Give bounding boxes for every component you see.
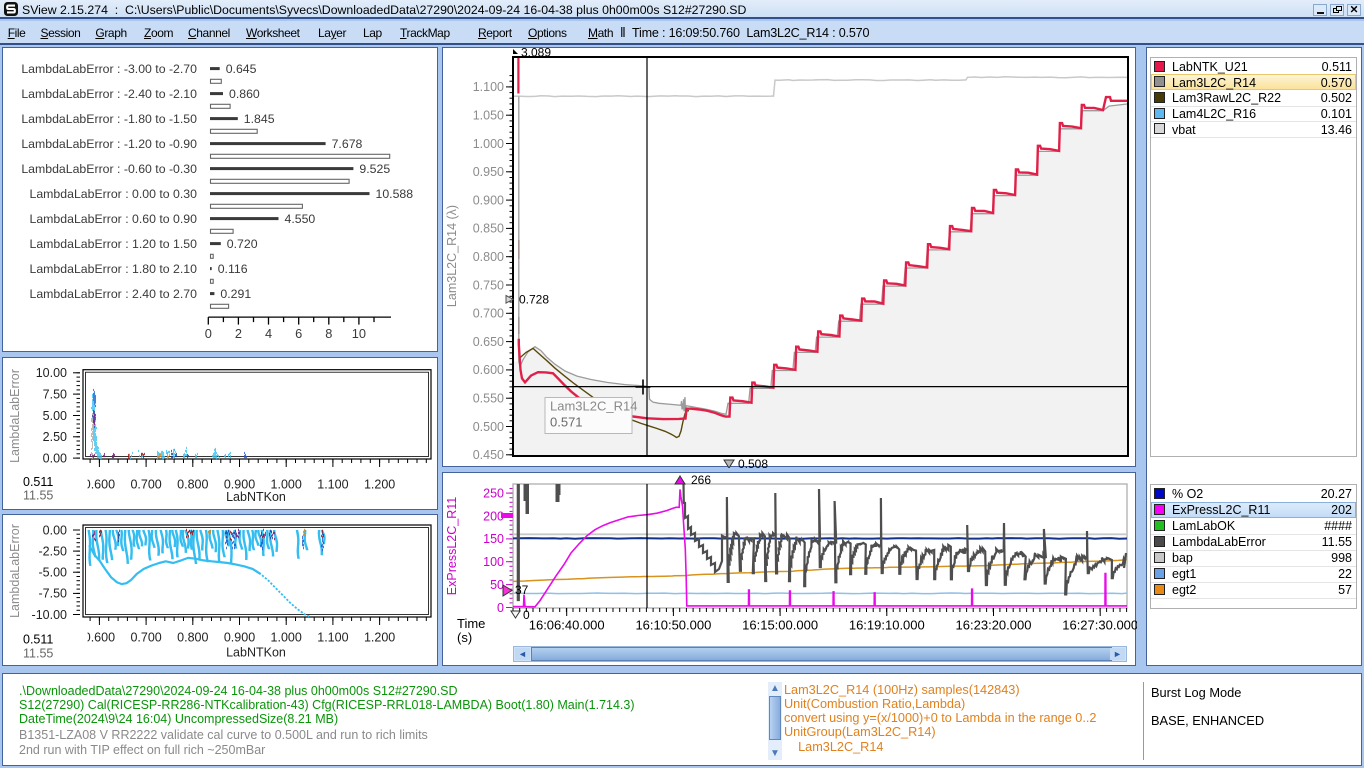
svg-text:0.750: 0.750 (473, 278, 504, 292)
svg-text:200: 200 (483, 509, 504, 523)
svg-text:1.000: 1.000 (473, 137, 504, 151)
svg-text:-5.00: -5.00 (39, 566, 68, 580)
svg-text:-10.00: -10.00 (32, 608, 67, 622)
svg-text:0.511: 0.511 (23, 633, 53, 647)
svg-text:0.600: 0.600 (84, 631, 115, 645)
svg-text:0.450: 0.450 (473, 448, 504, 462)
svg-text:7.678: 7.678 (332, 137, 363, 151)
svg-text:1.000: 1.000 (271, 478, 302, 492)
svg-text:-2.50: -2.50 (39, 544, 68, 558)
svg-text:0.800: 0.800 (177, 478, 208, 492)
svg-text:1.100: 1.100 (317, 478, 348, 492)
svg-text:0.600: 0.600 (473, 363, 504, 377)
svg-text:0.600: 0.600 (84, 478, 115, 492)
svg-text:10.00: 10.00 (36, 366, 67, 380)
svg-text:0.500: 0.500 (473, 420, 504, 434)
svg-text:LambdaLabError: LambdaLabError (8, 524, 22, 618)
svg-text:0.508: 0.508 (738, 457, 768, 468)
svg-text:LambdaLabError : 1.20 to 1.50: LambdaLabError : 1.20 to 1.50 (30, 237, 198, 251)
svg-text:-7.50: -7.50 (39, 587, 68, 601)
svg-text:0.700: 0.700 (130, 631, 161, 645)
svg-text:0.800: 0.800 (473, 250, 504, 264)
svg-text:10: 10 (352, 326, 366, 341)
svg-text:16:06:40.000: 16:06:40.000 (529, 618, 605, 633)
svg-text:LambdaLabError : -1.20 to -0.9: LambdaLabError : -1.20 to -0.90 (21, 137, 197, 151)
svg-text:11.55: 11.55 (23, 647, 53, 661)
svg-text:9.525: 9.525 (359, 162, 390, 176)
svg-text:1.200: 1.200 (364, 478, 395, 492)
svg-text:Time: Time (457, 616, 485, 631)
svg-text:0.720: 0.720 (227, 237, 258, 251)
svg-text:0.511: 0.511 (23, 475, 53, 489)
svg-text:(s): (s) (457, 630, 472, 645)
svg-text:0.900: 0.900 (473, 193, 504, 207)
svg-text:0.291: 0.291 (220, 287, 251, 301)
svg-text:0.800: 0.800 (177, 631, 208, 645)
svg-text:266: 266 (691, 473, 711, 487)
svg-text:Lam3L2C_R14: Lam3L2C_R14 (550, 399, 637, 414)
svg-text:LambdaLabError : 1.80 to 2.10: LambdaLabError : 1.80 to 2.10 (30, 262, 198, 276)
svg-text:Lam3L2C_R14 (λ): Lam3L2C_R14 (λ) (445, 205, 459, 307)
svg-text:0: 0 (523, 608, 530, 622)
svg-text:LambdaLabError : -3.00 to -2.7: LambdaLabError : -3.00 to -2.70 (21, 62, 197, 76)
svg-text:1.100: 1.100 (317, 631, 348, 645)
svg-text:8: 8 (325, 326, 332, 341)
svg-text:0.900: 0.900 (224, 478, 255, 492)
svg-text:4.550: 4.550 (285, 212, 316, 226)
svg-text:0: 0 (205, 326, 212, 341)
svg-text:1.000: 1.000 (271, 631, 302, 645)
svg-text:2: 2 (235, 326, 242, 341)
svg-text:0.950: 0.950 (473, 165, 504, 179)
svg-text:150: 150 (483, 532, 504, 546)
svg-text:0.700: 0.700 (130, 478, 161, 492)
svg-text:0.571: 0.571 (550, 415, 583, 430)
svg-text:LambdaLabError : 0.00 to 0.30: LambdaLabError : 0.00 to 0.30 (30, 187, 198, 201)
svg-text:11.55: 11.55 (23, 489, 53, 503)
svg-text:LambdaLabError : -0.60 to -0.3: LambdaLabError : -0.60 to -0.30 (21, 162, 197, 176)
svg-text:1.845: 1.845 (244, 112, 275, 126)
svg-text:0.860: 0.860 (229, 87, 260, 101)
svg-text:250: 250 (483, 486, 504, 500)
svg-text:16:19:10.000: 16:19:10.000 (849, 618, 925, 633)
svg-text:LambdaLabError : -2.40 to -2.1: LambdaLabError : -2.40 to -2.10 (21, 87, 197, 101)
svg-text:1.050: 1.050 (473, 109, 504, 123)
svg-text:5.00: 5.00 (43, 409, 67, 423)
svg-text:100: 100 (483, 555, 504, 569)
svg-text:0.700: 0.700 (473, 307, 504, 321)
svg-text:37: 37 (515, 583, 529, 597)
svg-text:LambdaLabError : 2.40 to 2.70: LambdaLabError : 2.40 to 2.70 (30, 287, 198, 301)
svg-text:16:15:00.000: 16:15:00.000 (742, 618, 818, 633)
svg-text:0.650: 0.650 (473, 335, 504, 349)
svg-text:3.089: 3.089 (521, 48, 551, 60)
svg-text:16:23:20.000: 16:23:20.000 (956, 618, 1032, 633)
svg-text:0: 0 (497, 601, 504, 615)
svg-text:7.50: 7.50 (43, 387, 67, 401)
svg-text:0.900: 0.900 (224, 631, 255, 645)
svg-text:LabNTKon: LabNTKon (226, 646, 286, 660)
svg-text:16:10:50.000: 16:10:50.000 (635, 618, 711, 633)
svg-text:0.645: 0.645 (226, 62, 257, 76)
svg-text:LambdaLabError : 0.60 to 0.90: LambdaLabError : 0.60 to 0.90 (30, 212, 198, 226)
svg-text:10.588: 10.588 (376, 187, 414, 201)
svg-text:50: 50 (490, 578, 504, 592)
svg-text:16:27:30.000: 16:27:30.000 (1062, 618, 1137, 633)
svg-text:0.550: 0.550 (473, 392, 504, 406)
svg-text:1.100: 1.100 (473, 80, 504, 94)
svg-text:0.00: 0.00 (43, 451, 67, 465)
svg-text:LambdaLabError: LambdaLabError (8, 369, 22, 463)
svg-text:0.850: 0.850 (473, 222, 504, 236)
svg-text:ExPressL2C_R11: ExPressL2C_R11 (445, 497, 459, 595)
svg-text:1.200: 1.200 (364, 631, 395, 645)
svg-text:6: 6 (295, 326, 302, 341)
svg-text:4: 4 (265, 326, 272, 341)
svg-text:2.50: 2.50 (43, 430, 67, 444)
svg-text:LambdaLabError : -1.80 to -1.5: LambdaLabError : -1.80 to -1.50 (21, 112, 197, 126)
svg-text:LabNTKon: LabNTKon (226, 490, 286, 504)
svg-text:0.00: 0.00 (43, 523, 67, 537)
svg-text:0.116: 0.116 (218, 262, 248, 276)
svg-text:0.728: 0.728 (519, 293, 549, 307)
